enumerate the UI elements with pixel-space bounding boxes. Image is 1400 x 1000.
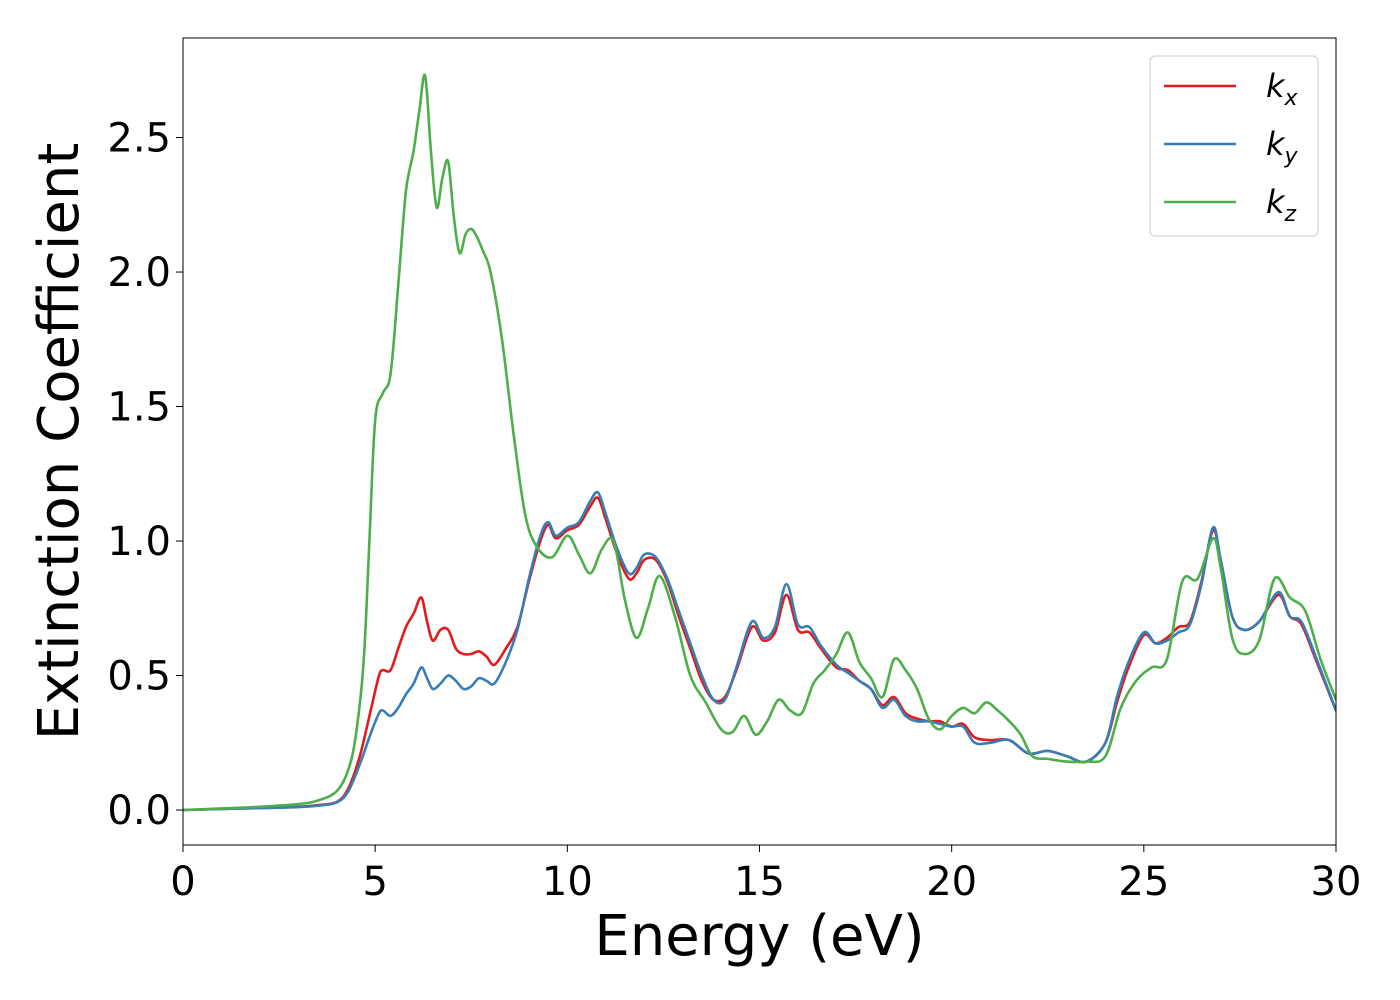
series-line-ky [183,490,1336,812]
x-tick-label: 5 [362,859,387,905]
y-tick-label: 2.5 [107,116,171,162]
legend-label-ky: ky [1266,125,1299,169]
y-axis-label: Extinction Coefficient [27,143,92,741]
x-tick-label: 30 [1311,859,1362,905]
y-tick-label: 1.0 [107,519,171,565]
series-layer [183,73,1336,812]
series-line-kx [183,496,1336,812]
y-tick-label: 1.5 [107,385,171,431]
x-axis-label: Energy (eV) [594,904,924,969]
x-tick-label: 15 [734,859,785,905]
y-tick-label: 2.0 [107,250,171,296]
y-tick-label: 0.0 [107,788,171,834]
legend-label-kx: kx [1266,67,1299,111]
x-tick-label: 25 [1118,859,1169,905]
x-tick-label: 10 [542,859,593,905]
x-tick-label: 20 [926,859,977,905]
x-tick-label: 0 [170,859,195,905]
legend-label-kz: kz [1266,183,1297,227]
legend-box [1149,55,1319,237]
y-tick-label: 0.5 [107,654,171,700]
y-axis-ticks: 0.0 0.5 1.0 1.5 2.0 2.5 [107,116,183,834]
series-line-kz [183,73,1336,812]
legend: kx ky kz [1149,55,1319,237]
x-axis-ticks: 0 5 10 15 20 25 30 [170,845,1361,905]
